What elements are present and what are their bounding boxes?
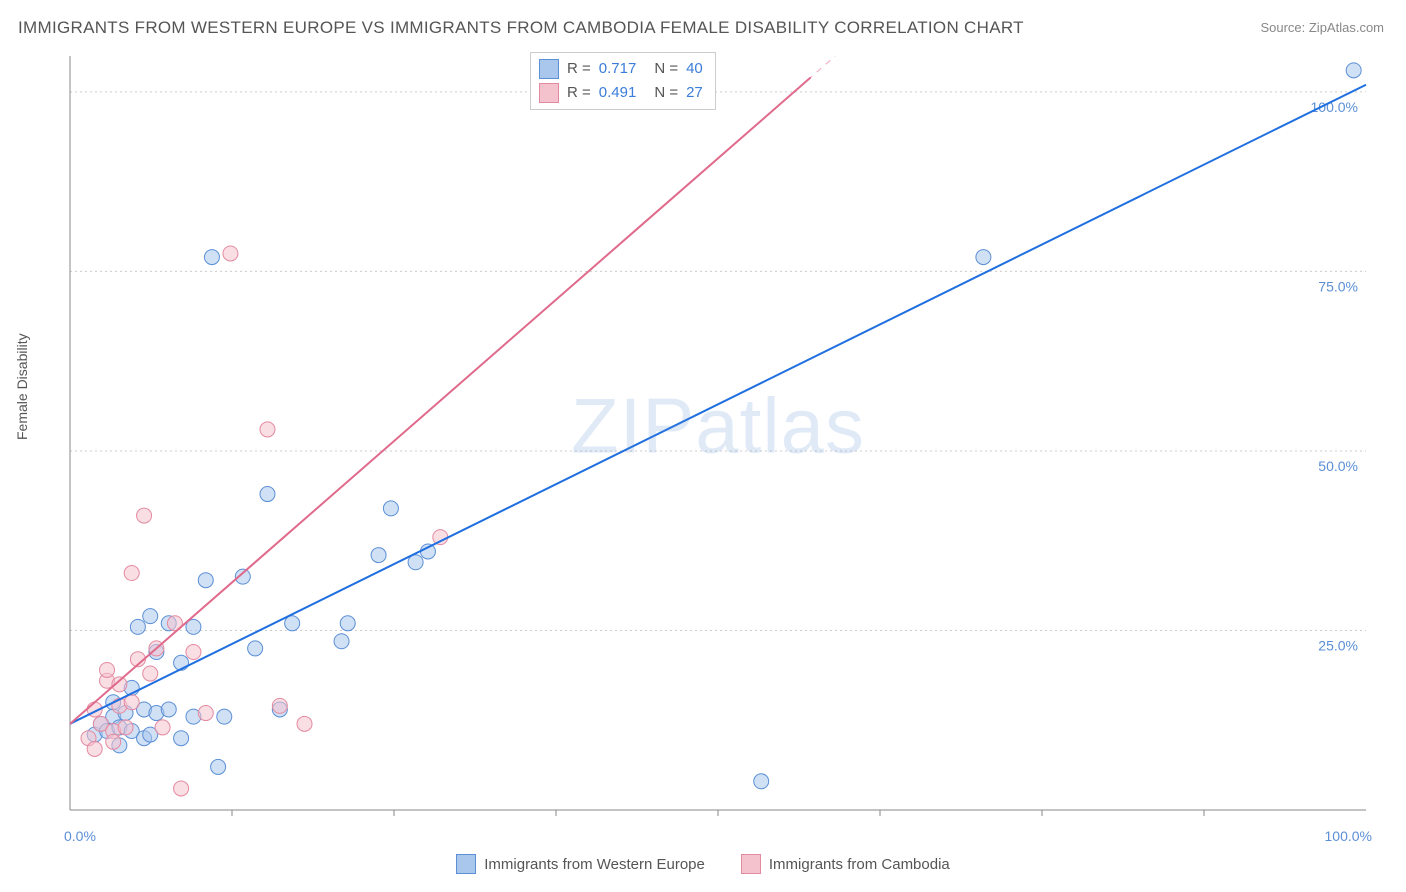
data-point xyxy=(260,422,275,437)
data-point xyxy=(118,720,133,735)
legend-row: R = 0.717 N = 40 xyxy=(539,57,703,81)
data-point xyxy=(976,250,991,265)
legend-series-label: Immigrants from Western Europe xyxy=(484,856,705,873)
data-point xyxy=(260,487,275,502)
source-attribution: Source: ZipAtlas.com xyxy=(1260,20,1384,35)
data-point xyxy=(204,250,219,265)
legend-correlation: R = 0.717 N = 40 R = 0.491 N = 27 xyxy=(530,52,716,110)
legend-n-value: 40 xyxy=(686,57,703,81)
data-point xyxy=(272,698,287,713)
chart-title: IMMIGRANTS FROM WESTERN EUROPE VS IMMIGR… xyxy=(18,18,1024,38)
legend-n-value: 27 xyxy=(686,81,703,105)
data-point xyxy=(174,731,189,746)
data-point xyxy=(124,566,139,581)
legend-swatch xyxy=(539,59,559,79)
scatter-chart-svg: 25.0%50.0%75.0%100.0% xyxy=(60,50,1376,820)
legend-swatch xyxy=(539,83,559,103)
data-point xyxy=(143,609,158,624)
data-point xyxy=(87,741,102,756)
legend-swatch xyxy=(741,854,761,874)
legend-swatch xyxy=(456,854,476,874)
data-point xyxy=(754,774,769,789)
legend-n-label: N = xyxy=(654,57,678,81)
legend-r-label: R = xyxy=(567,81,591,105)
data-point xyxy=(248,641,263,656)
data-point xyxy=(198,573,213,588)
data-point xyxy=(198,706,213,721)
legend-series-item: Immigrants from Cambodia xyxy=(741,854,950,874)
legend-series-item: Immigrants from Western Europe xyxy=(456,854,705,874)
data-point xyxy=(161,702,176,717)
data-point xyxy=(137,508,152,523)
y-tick-label: 75.0% xyxy=(1318,278,1358,294)
data-point xyxy=(217,709,232,724)
y-axis-title: Female Disability xyxy=(14,333,30,440)
data-point xyxy=(211,759,226,774)
legend-series: Immigrants from Western Europe Immigrants… xyxy=(0,854,1406,878)
y-tick-label: 50.0% xyxy=(1318,458,1358,474)
legend-n-label: N = xyxy=(654,81,678,105)
data-point xyxy=(186,645,201,660)
legend-row: R = 0.491 N = 27 xyxy=(539,81,703,105)
legend-r-label: R = xyxy=(567,57,591,81)
data-point xyxy=(106,734,121,749)
data-point xyxy=(155,720,170,735)
legend-series-label: Immigrants from Cambodia xyxy=(769,856,950,873)
data-point xyxy=(383,501,398,516)
data-point xyxy=(297,716,312,731)
data-point xyxy=(433,530,448,545)
chart-area: 25.0%50.0%75.0%100.0% ZIPatlas 0.0%100.0… xyxy=(60,50,1376,820)
data-point xyxy=(130,619,145,634)
legend-r-value: 0.491 xyxy=(599,81,637,105)
legend-r-value: 0.717 xyxy=(599,57,637,81)
trend-line xyxy=(70,85,1366,724)
data-point xyxy=(334,634,349,649)
x-tick-label: 100.0% xyxy=(1325,828,1372,844)
data-point xyxy=(371,548,386,563)
data-point xyxy=(174,781,189,796)
data-point xyxy=(100,662,115,677)
data-point xyxy=(285,616,300,631)
data-point xyxy=(223,246,238,261)
data-point xyxy=(143,666,158,681)
data-point xyxy=(340,616,355,631)
x-tick-label: 0.0% xyxy=(64,828,96,844)
data-point xyxy=(1346,63,1361,78)
y-tick-label: 25.0% xyxy=(1318,637,1358,653)
